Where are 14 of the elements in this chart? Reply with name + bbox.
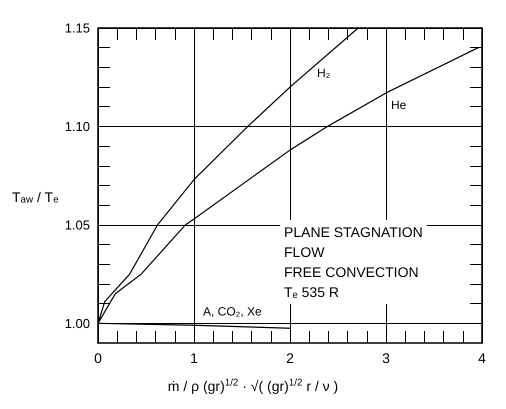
series-label: H₂ (317, 66, 331, 80)
x-tick-label: 0 (94, 350, 102, 366)
series-label: He (391, 98, 407, 112)
y-tick-label: 1.00 (64, 316, 90, 331)
x-tick-label: 3 (382, 350, 390, 366)
y-tick-label: 1.05 (64, 217, 90, 232)
x-tick-label: 4 (478, 350, 486, 366)
y-axis-title: Taw / Te (12, 189, 60, 206)
y-tick-label: 1.10 (64, 118, 90, 134)
x-tick-label: 2 (286, 350, 294, 366)
series-label: A, CO₂, Xe (203, 304, 262, 318)
x-tick-label: 1 (190, 350, 198, 366)
annotation: PLANE STAGNATION FLOW FREE CONVECTION Tₑ 535 R (284, 224, 423, 300)
y-tick-label: 1.15 (64, 20, 90, 36)
